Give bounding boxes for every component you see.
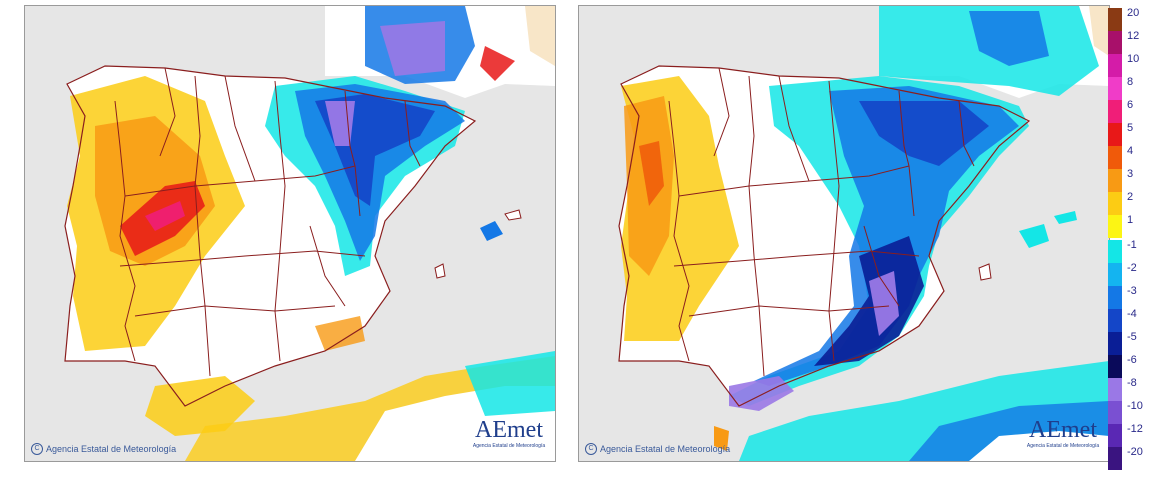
legend-swatch xyxy=(1108,309,1122,332)
legend-row: -8 xyxy=(1108,378,1154,401)
legend-row: -1 xyxy=(1108,240,1154,263)
legend-row: -6 xyxy=(1108,355,1154,378)
left-map-credit-text: Agencia Estatal de Meteorología xyxy=(46,444,177,454)
legend-row: 8 xyxy=(1108,77,1154,100)
right-map xyxy=(579,6,1109,461)
legend-swatch xyxy=(1108,332,1122,355)
right-map-credit: C Agencia Estatal de Meteorología xyxy=(585,443,730,455)
legend-row: 1 xyxy=(1108,215,1154,238)
legend-swatch xyxy=(1108,100,1122,123)
legend-row: -4 xyxy=(1108,309,1154,332)
copyright-icon: C xyxy=(31,443,43,455)
legend-negative-scale: -1 -2 -3 -4 -5 -6 -8 -10 -12 -20 xyxy=(1108,240,1154,470)
legend-swatch xyxy=(1108,192,1122,215)
legend-label: -5 xyxy=(1127,331,1137,343)
legend-label: -20 xyxy=(1127,446,1143,458)
left-map-logo-subtitle: Agencia Estatal de Meteorología xyxy=(472,443,546,449)
legend-label: -1 xyxy=(1127,239,1137,251)
legend-row: -3 xyxy=(1108,286,1154,309)
legend-swatch xyxy=(1108,263,1122,286)
legend-label: -2 xyxy=(1127,262,1137,274)
legend-row: -12 xyxy=(1108,424,1154,447)
legend-row: -10 xyxy=(1108,401,1154,424)
legend-swatch xyxy=(1108,169,1122,192)
legend-row: 2 xyxy=(1108,192,1154,215)
legend-swatch xyxy=(1108,378,1122,401)
legend-label: 6 xyxy=(1127,99,1134,111)
color-scale-legend: 20 12 10 8 6 5 4 3 2 1 -1 -2 -3 -4 -5 -6 -8 -10 -12 -20 xyxy=(1108,8,1154,470)
legend-label: 1 xyxy=(1127,214,1134,226)
legend-label: -6 xyxy=(1127,354,1137,366)
legend-label: -8 xyxy=(1127,377,1137,389)
legend-swatch xyxy=(1108,240,1122,263)
copyright-icon: C xyxy=(585,443,597,455)
right-map-credit-text: Agencia Estatal de Meteorología xyxy=(600,444,731,454)
aemet-logo-icon: AEmet xyxy=(475,417,543,443)
legend-label: 8 xyxy=(1127,76,1134,88)
legend-row: -20 xyxy=(1108,447,1154,470)
legend-row: -5 xyxy=(1108,332,1154,355)
left-map-credit: C Agencia Estatal de Meteorología xyxy=(31,443,176,455)
left-map xyxy=(25,6,555,461)
legend-label: -4 xyxy=(1127,308,1137,320)
legend-label: 4 xyxy=(1127,145,1134,157)
legend-row: 5 xyxy=(1108,123,1154,146)
legend-row: -2 xyxy=(1108,263,1154,286)
legend-row: 3 xyxy=(1108,169,1154,192)
legend-swatch xyxy=(1108,401,1122,424)
right-map-logo-subtitle: Agencia Estatal de Meteorología xyxy=(1026,443,1100,449)
legend-row: 6 xyxy=(1108,100,1154,123)
legend-swatch xyxy=(1108,8,1122,31)
right-map-panel: C Agencia Estatal de Meteorología AEmet … xyxy=(578,5,1110,462)
legend-swatch xyxy=(1108,424,1122,447)
legend-swatch xyxy=(1108,31,1122,54)
left-map-logo: AEmet Agencia Estatal de Meteorología xyxy=(469,417,549,457)
legend-label: -3 xyxy=(1127,285,1137,297)
legend-row: 4 xyxy=(1108,146,1154,169)
legend-label: 5 xyxy=(1127,122,1134,134)
left-map-panel: C Agencia Estatal de Meteorología AEmet … xyxy=(24,5,556,462)
legend-positive-scale: 20 12 10 8 6 5 4 3 2 1 xyxy=(1108,8,1154,238)
right-map-logo: AEmet Agencia Estatal de Meteorología xyxy=(1023,417,1103,457)
legend-swatch xyxy=(1108,215,1122,238)
legend-row: 10 xyxy=(1108,54,1154,77)
legend-swatch xyxy=(1108,447,1122,470)
legend-row: 20 xyxy=(1108,8,1154,31)
legend-label: 20 xyxy=(1127,7,1140,19)
legend-swatch xyxy=(1108,286,1122,309)
legend-label: 10 xyxy=(1127,53,1140,65)
legend-swatch xyxy=(1108,146,1122,169)
legend-label: 3 xyxy=(1127,168,1134,180)
legend-label: -12 xyxy=(1127,423,1143,435)
legend-swatch xyxy=(1108,355,1122,378)
legend-row: 12 xyxy=(1108,31,1154,54)
legend-swatch xyxy=(1108,123,1122,146)
legend-swatch xyxy=(1108,54,1122,77)
aemet-logo-icon: AEmet xyxy=(1029,417,1097,443)
legend-swatch xyxy=(1108,77,1122,100)
legend-label: -10 xyxy=(1127,400,1143,412)
legend-label: 12 xyxy=(1127,30,1140,42)
legend-label: 2 xyxy=(1127,191,1134,203)
